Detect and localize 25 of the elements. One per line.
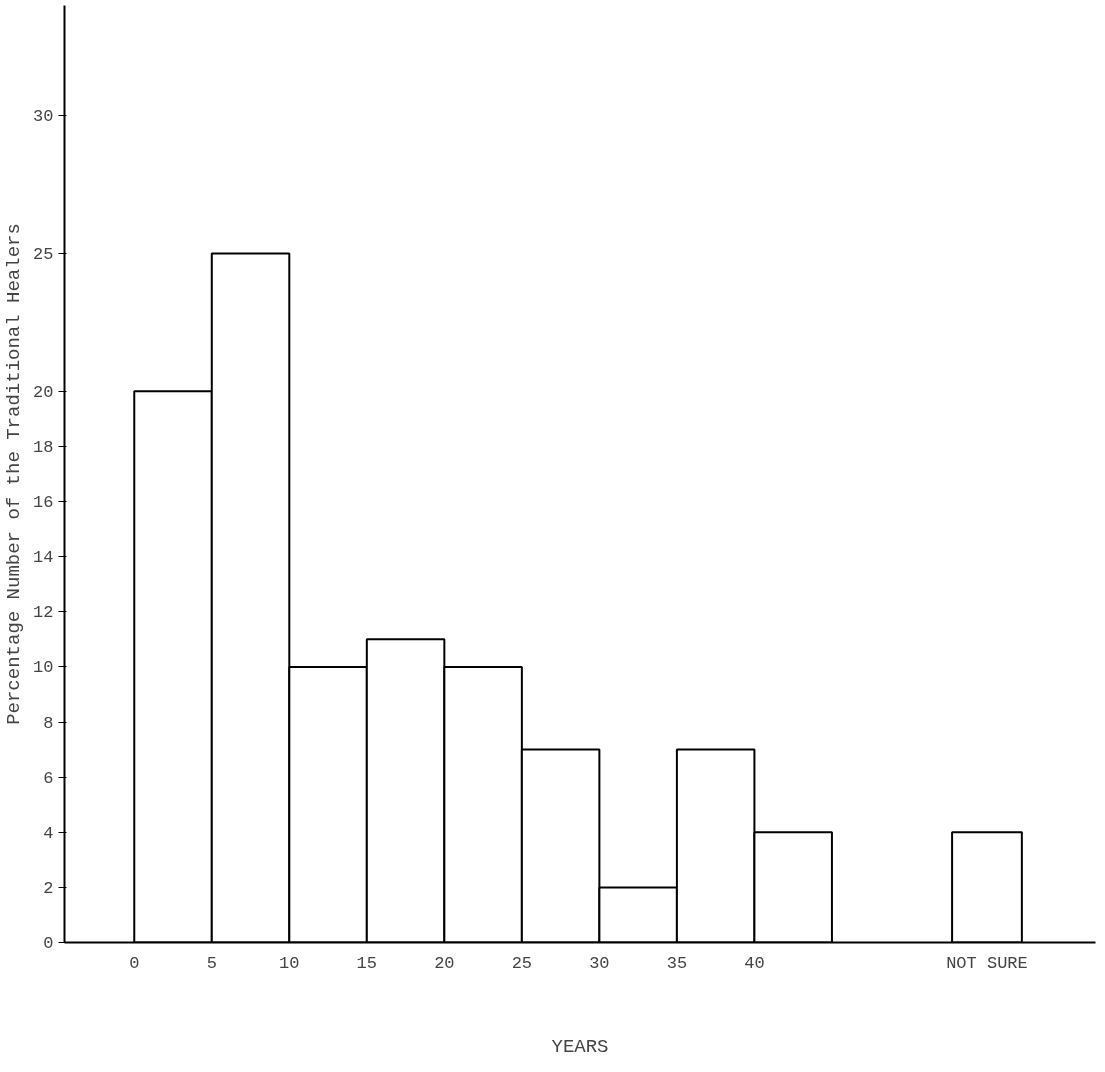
y-tick-label: 8 [43, 713, 54, 733]
x-tick-label: 10 [279, 953, 300, 973]
x-tick-label: 40 [744, 953, 765, 973]
x-tick-label: 25 [511, 953, 533, 973]
y-tick-label: 2 [43, 878, 54, 898]
y-tick-label: 25 [33, 245, 54, 265]
x-tick-label: NOT SURE [946, 953, 1028, 973]
y-tick-label: 0 [43, 934, 54, 953]
y-axis-title: Percentage Number of the Traditional Healers [3, 223, 26, 725]
x-tick-label: 30 [589, 953, 610, 973]
y-tick-label: 18 [33, 437, 54, 457]
y-tick-label: 4 [43, 823, 54, 843]
x-tick-label: 15 [356, 953, 378, 973]
y-tick-label: 6 [43, 768, 54, 788]
x-tick-label: 5 [206, 953, 217, 973]
x-tick-label: 35 [666, 953, 688, 973]
y-tick-label: 20 [33, 382, 54, 402]
y-tick-label: 30 [33, 107, 54, 127]
x-tick-label: 0 [129, 953, 140, 973]
y-tick-label: 12 [33, 603, 54, 623]
y-tick-label: 16 [33, 493, 54, 513]
y-tick-label: 14 [33, 548, 54, 568]
x-axis-title: YEARS [551, 1035, 609, 1058]
y-tick-label: 10 [33, 658, 54, 678]
x-tick-label: 20 [434, 953, 455, 973]
